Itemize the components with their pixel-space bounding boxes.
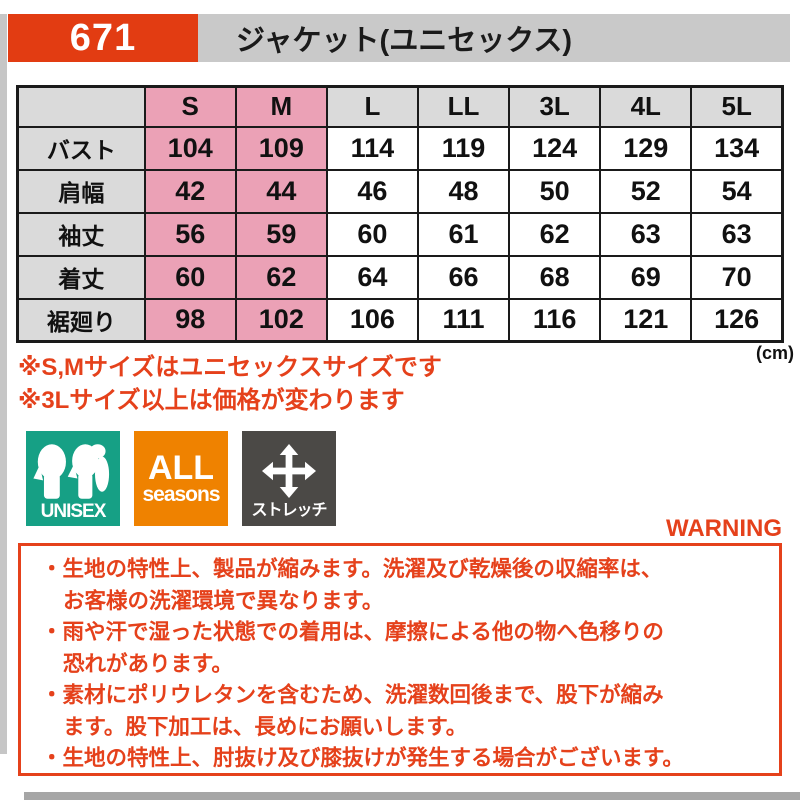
cell: 63 xyxy=(599,211,693,257)
cell: 62 xyxy=(508,211,602,257)
warning-line: 恐れがあります。 xyxy=(63,651,233,676)
row-label: 袖丈 xyxy=(16,211,146,257)
size-table-corner-cell xyxy=(16,85,146,128)
cell: 119 xyxy=(416,125,511,171)
size-col-4l: 4L xyxy=(599,85,693,128)
cell: 114 xyxy=(325,125,419,171)
size-col-s: S xyxy=(143,85,237,128)
cell: 68 xyxy=(508,254,602,300)
cell: 60 xyxy=(143,254,237,300)
row-label: バスト xyxy=(16,125,146,171)
cell: 126 xyxy=(690,297,784,343)
bottom-edge-decoration xyxy=(24,792,800,800)
cell: 66 xyxy=(416,254,511,300)
warning-line: お客様の洗濯環境で異なります。 xyxy=(63,588,384,613)
cell: 44 xyxy=(234,168,328,214)
cell: 59 xyxy=(234,211,328,257)
size-table-row-sleeve: 袖丈 56 59 60 61 62 63 63 xyxy=(16,211,784,257)
page-edge-decoration xyxy=(0,14,7,754)
cell: 42 xyxy=(143,168,237,214)
cell: 116 xyxy=(508,297,602,343)
product-code-badge: 671 xyxy=(8,14,198,62)
warning-line: ます。股下加工は、長めにお願いします。 xyxy=(63,714,468,739)
size-col-3l: 3L xyxy=(508,85,602,128)
cell: 52 xyxy=(599,168,693,214)
warning-line: ・生地の特性上、肘抜け及び膝抜けが発生する場合がございます。 xyxy=(41,746,684,770)
cell: 98 xyxy=(143,297,237,343)
badge-all-seasons: ALL seasons xyxy=(134,431,228,526)
size-col-l: L xyxy=(325,85,419,128)
unisex-faces-icon xyxy=(33,444,110,499)
cell: 124 xyxy=(508,125,602,171)
badge-all-seasons-bottom-label: seasons xyxy=(142,482,220,506)
size-col-m: M xyxy=(234,85,328,128)
badge-unisex: UNISEX xyxy=(26,431,120,526)
product-header: 671 ジャケット(ユニセックス) xyxy=(8,14,790,62)
badge-stretch-label: ストレッチ xyxy=(251,502,327,519)
cell: 109 xyxy=(234,125,328,171)
cell: 104 xyxy=(143,125,237,171)
warning-line: ・素材にポリウレタンを含むため、洗濯数回後まで、股下が縮み xyxy=(41,683,664,707)
cell: 134 xyxy=(690,125,784,171)
warning-line: ・生地の特性上、製品が縮みます。洗濯及び乾燥後の収縮率は、 xyxy=(41,557,663,581)
row-label: 着丈 xyxy=(16,254,146,300)
size-col-5l: 5L xyxy=(690,85,784,128)
note-unisex-sizes: ※S,Mサイズはユニセックスサイズです xyxy=(18,354,442,381)
cell: 111 xyxy=(416,297,511,343)
stretch-arrows-icon xyxy=(262,444,316,498)
size-col-ll: LL xyxy=(416,85,511,128)
cell: 48 xyxy=(416,168,511,214)
size-table-row-hem: 裾廻り 98 102 106 111 116 121 126 xyxy=(16,297,784,343)
cell: 106 xyxy=(325,297,419,343)
size-table-row-bust: バスト 104 109 114 119 124 129 134 xyxy=(16,125,784,171)
cell: 46 xyxy=(325,168,419,214)
badge-stretch: ストレッチ xyxy=(242,431,336,526)
size-table-row-shoulder: 肩幅 42 44 46 48 50 52 54 xyxy=(16,168,784,214)
size-notes: ※S,Mサイズはユニセックスサイズです ※3Lサイズ以上は価格が変わります xyxy=(18,351,442,417)
badge-all-seasons-top-label: ALL xyxy=(147,448,215,487)
note-price-change: ※3Lサイズ以上は価格が変わります xyxy=(18,387,405,414)
size-table-row-length: 着丈 60 62 64 66 68 69 70 xyxy=(16,254,784,300)
cell: 69 xyxy=(599,254,693,300)
cell: 63 xyxy=(690,211,784,257)
cell: 64 xyxy=(325,254,419,300)
feature-badges: UNISEX ALL seasons ストレッチ xyxy=(26,431,336,526)
cell: 56 xyxy=(143,211,237,257)
unit-label: (cm) xyxy=(755,343,794,363)
cell: 54 xyxy=(690,168,784,214)
cell: 60 xyxy=(325,211,419,257)
size-table-header-row: S M L LL 3L 4L 5L xyxy=(16,85,784,128)
cell: 62 xyxy=(234,254,328,300)
warning-title: WARNING xyxy=(666,515,782,542)
cell: 102 xyxy=(234,297,328,343)
row-label: 肩幅 xyxy=(16,168,146,214)
cell: 70 xyxy=(690,254,784,300)
cell: 61 xyxy=(416,211,511,257)
size-table: S M L LL 3L 4L 5L バスト 104 109 114 119 12… xyxy=(16,85,784,343)
cell: 50 xyxy=(508,168,602,214)
warning-box: ・生地の特性上、製品が縮みます。洗濯及び乾燥後の収縮率は、 お客様の洗濯環境で異… xyxy=(18,543,782,776)
warning-line: ・雨や汗で湿った状態での着用は、摩擦による他の物へ色移りの xyxy=(41,620,664,644)
cell: 121 xyxy=(599,297,693,343)
badge-unisex-label: UNISEX xyxy=(40,501,107,522)
row-label: 裾廻り xyxy=(16,297,146,343)
product-title: ジャケット(ユニセックス) xyxy=(198,14,790,62)
cell: 129 xyxy=(599,125,693,171)
